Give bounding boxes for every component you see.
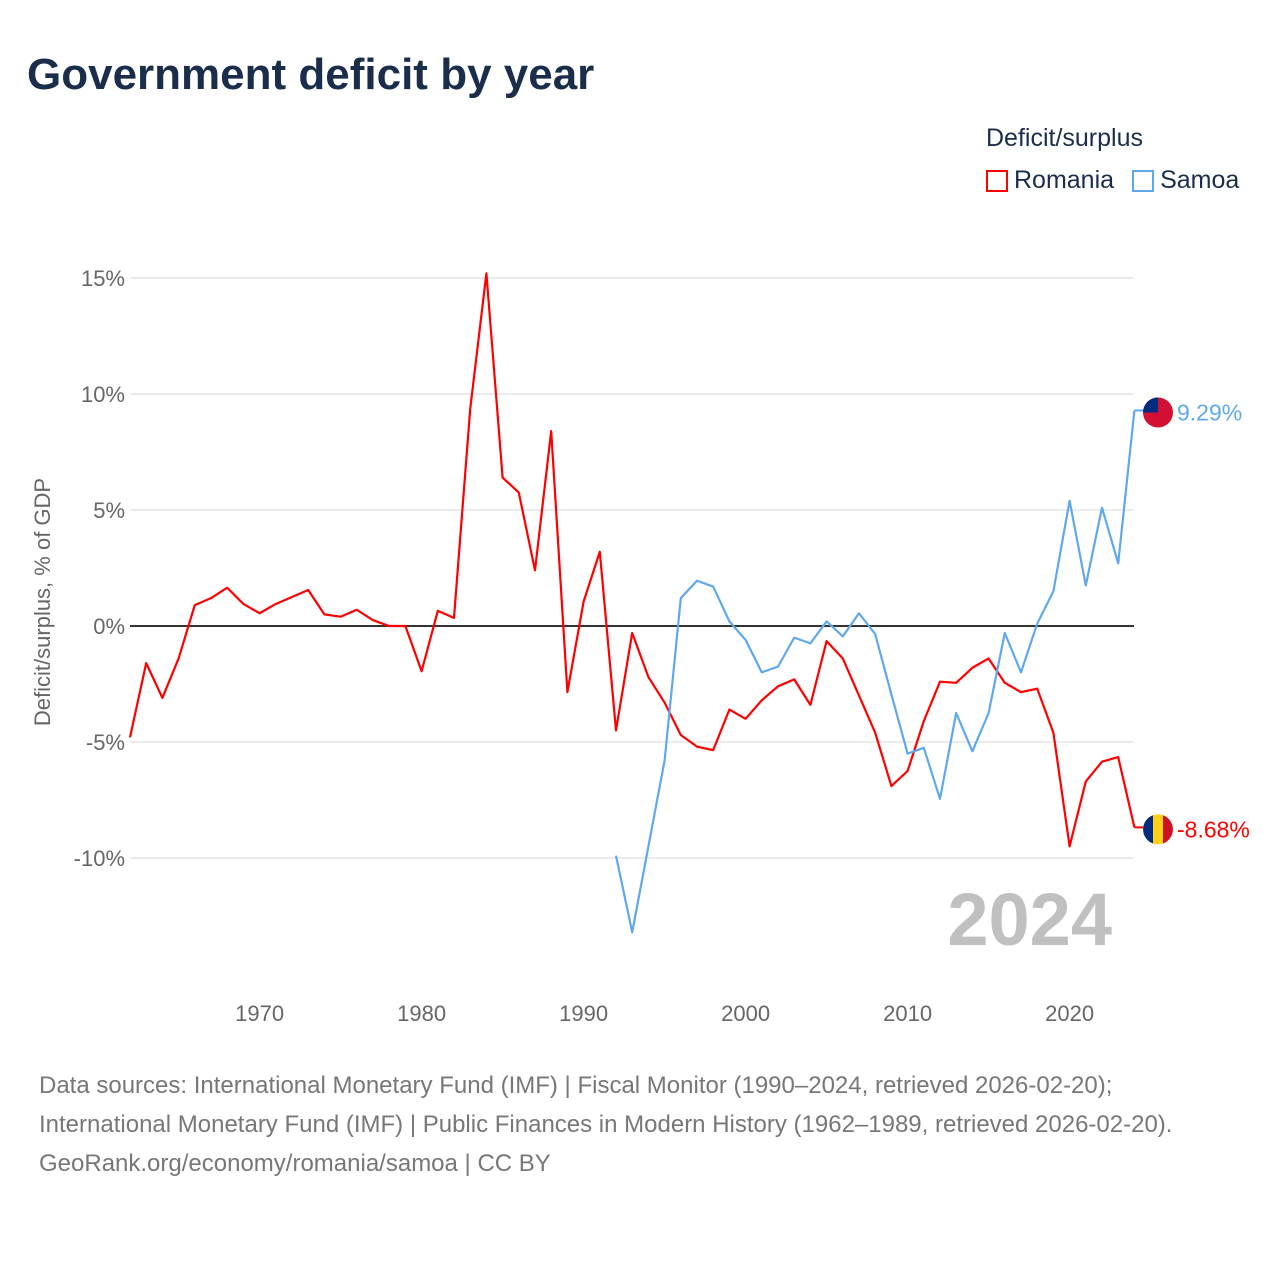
end-value-label: -8.68% [1177, 816, 1250, 842]
legend-swatch-samoa [1132, 169, 1155, 192]
x-tick-label: 2020 [1045, 1001, 1094, 1026]
data-sources: Data sources: International Monetary Fun… [39, 1072, 1173, 1138]
y-tick-label: -10% [74, 846, 125, 871]
y-tick-label: -5% [86, 730, 125, 755]
y-tick-label: 10% [81, 382, 125, 407]
y-tick-label: 15% [81, 266, 125, 291]
x-tick-label: 2010 [883, 1001, 932, 1026]
samoa-flag-canton [1143, 397, 1158, 413]
legend-label: Samoa [1160, 166, 1240, 194]
footer: Data sources: International Monetary Fun… [39, 1066, 1239, 1183]
y-tick-label: 5% [93, 498, 125, 523]
romania-flag-blue [1143, 815, 1153, 844]
legend-swatch-romania [986, 169, 1008, 192]
romania-flag-red [1163, 815, 1173, 844]
legend-item-samoa[interactable]: Samoa [1132, 166, 1239, 195]
series-line-romania [128, 272, 1136, 848]
x-tick-label: 2000 [721, 1001, 770, 1026]
series-line-samoa [614, 410, 1136, 934]
legend-title: Deficit/surplus [986, 124, 1143, 152]
chart-title: Government deficit by year [27, 50, 595, 99]
x-tick-label: 1990 [559, 1001, 608, 1026]
legend-item-romania[interactable]: Romania [986, 166, 1114, 195]
legend: Romania Samoa [986, 166, 1239, 195]
year-watermark: 2024 [947, 878, 1112, 961]
x-tick-label: 1970 [235, 1001, 284, 1026]
credit-link[interactable]: GeoRank.org/economy/romania/samoa | CC B… [39, 1150, 551, 1177]
y-axis-label: Deficit/surplus, % of GDP [30, 478, 55, 726]
end-value-label: 9.29% [1177, 399, 1242, 425]
y-tick-label: 0% [93, 614, 125, 639]
x-tick-label: 1980 [397, 1001, 446, 1026]
legend-label: Romania [1014, 166, 1115, 194]
